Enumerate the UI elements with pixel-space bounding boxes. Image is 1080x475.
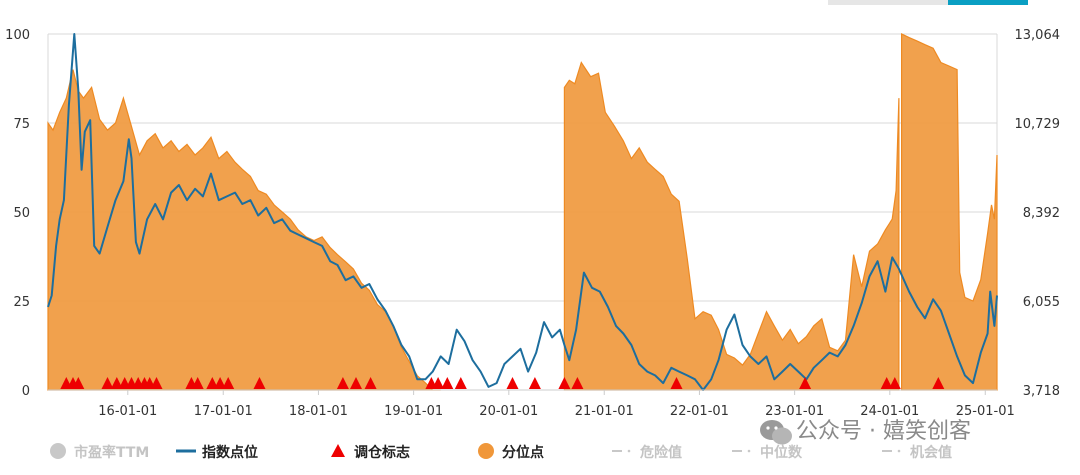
legend-label: 市盈率TTM bbox=[74, 444, 149, 461]
legend-circle-icon bbox=[478, 443, 494, 459]
signal-marker bbox=[101, 377, 114, 389]
y-left-tick-label: 25 bbox=[13, 295, 30, 310]
signal-marker bbox=[506, 377, 519, 389]
signal-marker bbox=[432, 377, 445, 389]
y-right-tick-label: 6,055 bbox=[1023, 295, 1060, 310]
axis-layer: 16-01-01 17-01-01 18-01-01 19-01-01 20-01-01… bbox=[5, 28, 1060, 419]
percentile-area-segment-1 bbox=[563, 61, 900, 391]
y-left-tick-label: 100 bbox=[5, 28, 30, 43]
signal-marker-layer bbox=[60, 377, 945, 389]
x-tick-label: 23-01-01 bbox=[765, 404, 824, 419]
legend-dot-icon bbox=[627, 449, 631, 453]
x-tick-label: 22-01-01 bbox=[670, 404, 729, 419]
y-right-tick-label: 8,392 bbox=[1023, 206, 1060, 221]
x-tick-label: 21-01-01 bbox=[575, 404, 634, 419]
index-line bbox=[47, 33, 998, 391]
watermark-text: 公众号 · 嬉笑创客 bbox=[796, 419, 971, 444]
y-left-tick-label: 75 bbox=[13, 117, 30, 132]
top-tab-active[interactable] bbox=[948, 0, 1028, 5]
legend-item[interactable]: 分位点 bbox=[478, 443, 544, 461]
signal-marker bbox=[253, 377, 266, 389]
signal-marker bbox=[441, 377, 454, 389]
signal-marker bbox=[191, 377, 204, 389]
legend-item[interactable]: 市盈率TTM bbox=[50, 443, 149, 461]
signal-marker bbox=[454, 377, 467, 389]
legend-dot-icon bbox=[897, 449, 901, 453]
legend-item[interactable]: 机会值 bbox=[882, 444, 952, 461]
signal-marker bbox=[364, 377, 377, 389]
x-tick-label: 19-01-01 bbox=[384, 404, 443, 419]
x-tick-label: 20-01-01 bbox=[479, 404, 538, 419]
signal-marker bbox=[214, 377, 227, 389]
signal-marker bbox=[670, 377, 683, 389]
legend-dot-icon bbox=[747, 449, 751, 453]
top-tab-left[interactable] bbox=[828, 0, 948, 5]
watermark: 公众号 · 嬉笑创客 bbox=[760, 419, 971, 445]
percentile-area-segment-0 bbox=[47, 69, 441, 391]
legend-label: 指数点位 bbox=[202, 444, 258, 461]
legend-item[interactable]: 危险值 bbox=[612, 444, 682, 461]
legend-item[interactable]: 中位数 bbox=[732, 444, 803, 461]
signal-marker bbox=[558, 377, 571, 389]
x-tick-label: 25-01-01 bbox=[956, 404, 1015, 419]
x-tick-label: 24-01-01 bbox=[860, 404, 919, 419]
signal-marker bbox=[571, 377, 584, 389]
wechat-icon bbox=[760, 420, 792, 445]
x-tick-label: 18-01-01 bbox=[289, 404, 348, 419]
percentile-area-layer bbox=[47, 33, 998, 391]
legend-label: 中位数 bbox=[760, 444, 803, 461]
y-right-tick-label: 10,729 bbox=[1015, 117, 1061, 132]
x-tick-label: 17-01-01 bbox=[194, 404, 253, 419]
signal-marker bbox=[206, 377, 219, 389]
y-right-tick-label: 13,064 bbox=[1015, 28, 1061, 43]
legend-label: 调仓标志 bbox=[354, 444, 410, 461]
legend-item[interactable]: 调仓标志 bbox=[331, 444, 410, 461]
x-tick-label: 16-01-01 bbox=[98, 404, 157, 419]
legend-label: 危险值 bbox=[639, 444, 682, 461]
signal-marker bbox=[799, 377, 812, 389]
signal-marker bbox=[110, 377, 123, 389]
legend: 市盈率TTM 指数点位 调仓标志 分位点 危险值 中位数 机会值 bbox=[50, 443, 952, 461]
signal-marker bbox=[880, 377, 893, 389]
legend-label: 机会值 bbox=[910, 444, 952, 461]
y-right-tick-label: 3,718 bbox=[1023, 384, 1060, 399]
legend-circle-icon bbox=[50, 443, 66, 459]
legend-label: 分位点 bbox=[502, 444, 544, 461]
legend-triangle-icon bbox=[331, 444, 345, 457]
signal-marker bbox=[336, 377, 349, 389]
legend-item[interactable]: 指数点位 bbox=[176, 444, 258, 461]
signal-marker bbox=[222, 377, 235, 389]
index-line-layer bbox=[47, 33, 998, 391]
signal-marker bbox=[932, 377, 945, 389]
signal-marker bbox=[72, 377, 85, 389]
y-left-tick-label: 50 bbox=[13, 206, 30, 221]
percentile-area-segment-2 bbox=[901, 33, 998, 391]
signal-marker bbox=[350, 377, 362, 389]
signal-marker bbox=[150, 377, 163, 389]
y-left-tick-label: 0 bbox=[22, 384, 30, 399]
signal-marker bbox=[888, 377, 901, 389]
signal-marker bbox=[528, 377, 541, 389]
